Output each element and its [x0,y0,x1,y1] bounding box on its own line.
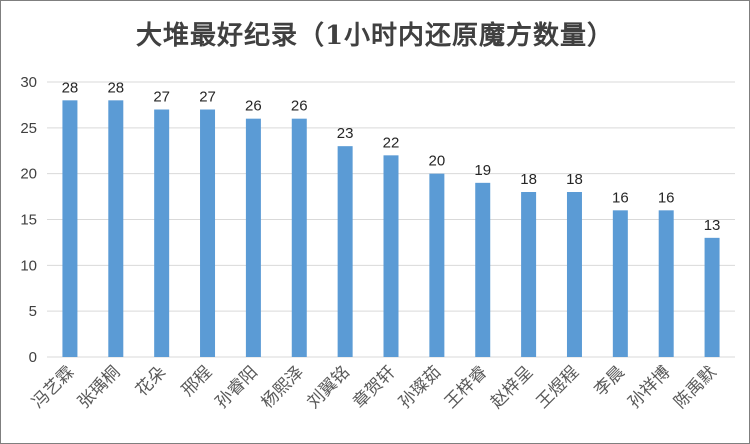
data-label: 22 [383,134,400,151]
x-tick-label: 花朵 [132,362,170,400]
bar [62,100,78,357]
bar [291,118,307,358]
bar [658,210,674,357]
x-tick-label: 张瑀桐 [74,362,124,412]
data-label: 28 [62,79,79,96]
bar [383,155,399,357]
bar [612,210,628,357]
x-tick-label: 陈禹默 [670,362,720,412]
x-tick-label: 王梓睿 [441,362,491,412]
data-label: 18 [520,171,537,188]
data-label: 13 [704,217,721,234]
y-tick-label: 10 [20,257,37,274]
x-tick-label: 冯艺霖 [28,362,78,412]
x-tick-label: 杨熙泽 [258,362,308,412]
data-label: 16 [658,189,675,206]
bar [521,192,537,357]
x-tick-label: 孙璨茹 [395,362,445,412]
bar [245,118,261,358]
data-label: 18 [566,171,583,188]
x-tick-label: 孙睿阳 [212,362,262,412]
x-tick-label: 章贺轩 [349,362,399,412]
bar [200,109,216,357]
x-tick-label: 赵梓呈 [487,362,537,412]
data-label: 26 [291,98,308,115]
y-tick-label: 30 [20,74,37,91]
bar [108,100,124,357]
bar [429,173,445,357]
data-label: 27 [153,89,170,106]
bar [154,109,170,357]
x-tick-label: 邢程 [178,362,216,400]
data-label: 16 [612,189,629,206]
data-label: 26 [245,98,262,115]
data-label: 20 [429,153,446,170]
x-tick-label: 王煜程 [533,362,583,412]
data-label: 27 [199,89,216,106]
y-tick-label: 15 [20,212,37,229]
chart-title: 大堆最好纪录（1小时内还原魔方数量） [135,21,615,51]
bar [475,182,491,357]
data-label: 28 [107,79,124,96]
y-tick-label: 5 [29,303,37,320]
x-tick-label: 刘翼铭 [303,362,353,412]
y-tick-label: 0 [29,349,37,366]
bar [566,192,582,357]
x-tick-label: 孙祥博 [625,362,675,412]
data-label: 19 [474,162,491,179]
x-tick-label: 李晨 [591,362,629,400]
data-label: 23 [337,125,354,142]
y-tick-label: 20 [20,166,37,183]
bar [704,237,720,357]
bar [337,146,353,357]
y-tick-label: 25 [20,120,37,137]
